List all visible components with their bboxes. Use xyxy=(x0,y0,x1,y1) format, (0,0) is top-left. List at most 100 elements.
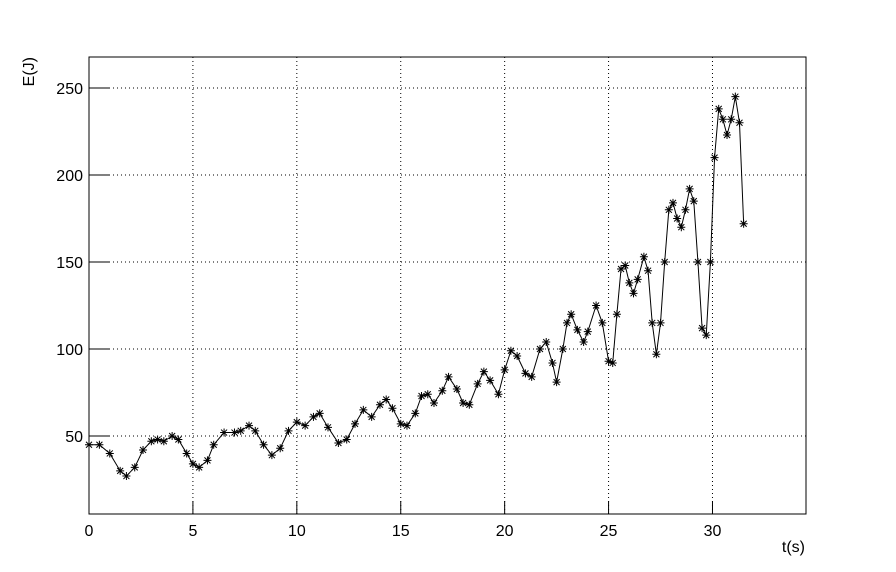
data-point xyxy=(521,369,530,378)
data-point xyxy=(284,426,293,435)
data-point xyxy=(315,409,324,418)
data-point xyxy=(693,258,702,267)
data-point xyxy=(656,318,665,327)
data-point xyxy=(122,472,131,481)
data-point xyxy=(429,398,438,407)
data-point xyxy=(251,426,260,435)
data-point xyxy=(535,345,544,354)
data-point xyxy=(583,327,592,336)
data-point xyxy=(714,104,723,113)
data-point xyxy=(579,338,588,347)
data-point xyxy=(500,365,509,374)
data-point xyxy=(382,395,391,404)
data-point xyxy=(617,264,626,273)
data-point xyxy=(301,421,310,430)
data-point xyxy=(604,357,613,366)
data-point xyxy=(159,437,168,446)
data-point xyxy=(396,419,405,428)
data-point xyxy=(423,390,432,399)
data-point xyxy=(452,385,461,394)
data-point xyxy=(739,219,748,228)
data-point xyxy=(411,409,420,418)
y-tick-label: 50 xyxy=(65,429,83,446)
data-point xyxy=(567,310,576,319)
data-point xyxy=(648,318,657,327)
data-point xyxy=(731,92,740,101)
data-point xyxy=(723,130,732,139)
data-point xyxy=(727,115,736,124)
data-point xyxy=(479,367,488,376)
data-point xyxy=(681,205,690,214)
data-point xyxy=(677,223,686,232)
x-axis-label: t(s) xyxy=(782,539,805,556)
y-tick-label: 150 xyxy=(56,255,83,272)
data-point xyxy=(598,318,607,327)
data-point xyxy=(195,463,204,472)
data-point xyxy=(203,456,212,465)
data-point xyxy=(116,466,125,475)
data-point xyxy=(629,289,638,298)
y-axis-label: E(J) xyxy=(21,57,38,86)
data-point xyxy=(735,118,744,127)
data-point xyxy=(402,421,411,430)
data-point xyxy=(105,449,114,458)
data-point xyxy=(673,214,682,223)
data-point xyxy=(153,435,162,444)
data-point xyxy=(188,459,197,468)
data-point xyxy=(558,345,567,354)
data-point xyxy=(668,198,677,207)
data-point xyxy=(324,423,332,432)
data-point xyxy=(563,318,571,327)
x-tick-label: 0 xyxy=(85,523,94,540)
data-point xyxy=(220,428,229,437)
data-point xyxy=(334,438,343,447)
plot-frame xyxy=(88,56,807,515)
data-point xyxy=(664,205,673,214)
data-point xyxy=(209,440,218,449)
data-point xyxy=(236,426,245,435)
data-point xyxy=(359,405,368,414)
data-point xyxy=(444,372,453,381)
data-point xyxy=(438,386,447,395)
data-point xyxy=(689,197,698,206)
data-point xyxy=(292,418,301,427)
data-point xyxy=(267,451,276,460)
y-tick-label: 250 xyxy=(56,81,83,98)
y-tick-label: 200 xyxy=(56,168,83,185)
data-point xyxy=(633,275,642,284)
data-point xyxy=(621,261,630,270)
data-point xyxy=(230,428,239,437)
data-point xyxy=(660,258,669,267)
data-point xyxy=(506,346,515,355)
data-point xyxy=(486,376,495,385)
data-point xyxy=(245,421,254,430)
data-point xyxy=(367,412,376,421)
x-tick-label: 15 xyxy=(392,523,410,540)
data-point xyxy=(548,358,557,367)
data-point xyxy=(644,266,653,275)
data-point xyxy=(592,301,601,310)
data-line xyxy=(89,96,745,477)
data-point xyxy=(342,435,351,444)
data-point xyxy=(139,445,148,454)
data-point xyxy=(473,379,482,388)
data-point xyxy=(174,435,183,444)
data-point xyxy=(147,437,156,446)
data-point xyxy=(706,258,715,267)
data-point xyxy=(168,432,177,441)
data-point xyxy=(95,440,104,449)
data-point xyxy=(552,378,561,387)
x-tick-label: 25 xyxy=(600,523,618,540)
data-point xyxy=(375,400,384,409)
data-point xyxy=(698,324,707,333)
data-point xyxy=(573,325,582,334)
data-point xyxy=(130,463,139,472)
y-tick-label: 100 xyxy=(56,342,83,359)
x-tick-label: 10 xyxy=(288,523,306,540)
data-point xyxy=(417,392,426,401)
data-point xyxy=(459,398,468,407)
x-tick-label: 5 xyxy=(188,523,197,540)
data-point xyxy=(494,390,503,399)
data-point xyxy=(259,440,268,449)
